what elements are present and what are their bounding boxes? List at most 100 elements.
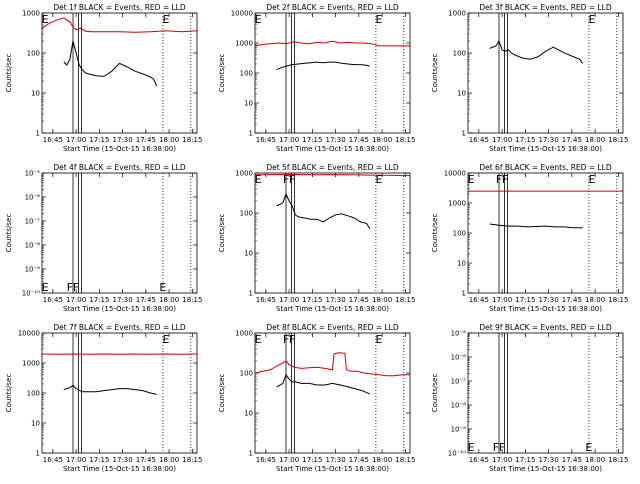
detector-panel: Det 5f BLACK = Events, RED = LLD 16:45 17:… <box>213 160 426 324</box>
x-tick-label: 17:45 <box>136 136 156 144</box>
y-tick-label: 1 <box>36 130 40 138</box>
y-tick-label: 10 <box>244 250 253 258</box>
chart-title: Det 6f BLACK = Events, RED = LLD <box>479 163 612 172</box>
y-tick-label: 10000 <box>231 10 253 18</box>
flag-label: E <box>376 13 383 26</box>
y-tick-label: 10 <box>31 420 40 428</box>
y-tick-label: 10⁻⁵ <box>25 170 41 178</box>
series-line-events <box>64 41 157 86</box>
flag-label: E <box>468 173 475 186</box>
series-line-lld <box>255 353 410 376</box>
y-tick-label: 1000 <box>22 10 40 18</box>
series-line-lld <box>255 174 410 175</box>
x-axis-label: Start Time (15-Oct-15 16:38:00) <box>63 305 176 313</box>
flag-label: E <box>255 333 262 346</box>
x-tick-label: 18:00 <box>372 296 392 304</box>
y-tick-label: 1000 <box>235 330 253 338</box>
y-tick-label: 10 <box>457 90 466 98</box>
x-tick-label: 17:00 <box>279 136 299 144</box>
x-axis-label: Start Time (15-Oct-15 16:38:00) <box>276 145 389 153</box>
y-tick-label: 10⁻⁶ <box>451 354 467 362</box>
y-tick-label: 100 <box>27 50 40 58</box>
y-tick-label: 100 <box>453 50 466 58</box>
series-line-events <box>490 41 583 63</box>
flag-label: E <box>589 13 596 26</box>
x-tick-label: 17:15 <box>89 456 109 464</box>
x-tick-label: 17:45 <box>136 296 156 304</box>
plot-frame <box>255 173 410 293</box>
x-tick-label: 17:15 <box>89 136 109 144</box>
x-tick-label: 17:00 <box>492 296 512 304</box>
x-tick-label: 16:45 <box>43 296 63 304</box>
y-tick-label: 10⁻⁹ <box>25 266 41 274</box>
x-tick-label: 17:15 <box>302 136 322 144</box>
flag-label: F <box>289 333 295 346</box>
x-tick-label: 17:15 <box>515 296 535 304</box>
series-line-events <box>490 224 583 228</box>
y-axis-label: Counts/sec <box>5 54 13 93</box>
x-tick-label: 17:00 <box>279 456 299 464</box>
x-tick-label: 17:45 <box>562 296 582 304</box>
x-tick-label: 18:15 <box>182 296 202 304</box>
x-tick-label: 17:45 <box>562 136 582 144</box>
y-tick-label: 100 <box>27 390 40 398</box>
flag-label: F <box>502 173 508 186</box>
y-axis-label: Counts/sec <box>431 374 439 413</box>
flag-label: E <box>255 13 262 26</box>
x-tick-label: 16:45 <box>43 456 63 464</box>
x-tick-label: 16:45 <box>256 296 276 304</box>
x-axis-label: Start Time (15-Oct-15 16:38:00) <box>63 465 176 473</box>
x-axis-label: Start Time (15-Oct-15 16:38:00) <box>489 305 602 313</box>
y-tick-label: 10⁻⁸ <box>451 402 467 410</box>
flag-label: E <box>159 281 166 294</box>
y-tick-label: 1000 <box>235 170 253 178</box>
x-tick-label: 18:15 <box>395 456 415 464</box>
y-tick-label: 10⁻⁶ <box>25 194 41 202</box>
x-tick-label: 16:45 <box>469 296 489 304</box>
x-tick-label: 16:45 <box>256 136 276 144</box>
x-axis-label: Start Time (15-Oct-15 16:38:00) <box>489 465 602 473</box>
flag-label: E <box>589 173 596 186</box>
y-tick-label: 10000 <box>18 330 40 338</box>
x-tick-label: 17:00 <box>492 136 512 144</box>
y-tick-label: 100 <box>240 210 253 218</box>
plot-frame <box>255 13 410 133</box>
flag-label: E <box>585 441 592 454</box>
chart-title: Det 8f BLACK = Events, RED = LLD <box>266 323 399 332</box>
flag-label: E <box>42 13 49 26</box>
x-tick-label: 17:45 <box>349 296 369 304</box>
x-axis-label: Start Time (15-Oct-15 16:38:00) <box>276 465 389 473</box>
y-axis-label: Counts/sec <box>218 54 226 93</box>
y-tick-label: 1 <box>249 290 253 298</box>
y-tick-label: 1000 <box>235 40 253 48</box>
x-tick-label: 17:30 <box>113 136 133 144</box>
x-tick-label: 17:45 <box>349 136 369 144</box>
flag-label: E <box>163 13 170 26</box>
flag-label: E <box>376 333 383 346</box>
plot-frame <box>468 13 623 133</box>
x-tick-label: 18:15 <box>182 456 202 464</box>
y-tick-label: 10⁻⁷ <box>25 218 41 226</box>
x-tick-label: 17:45 <box>562 456 582 464</box>
y-tick-label: 10⁻⁵ <box>451 330 467 338</box>
y-tick-label: 1 <box>249 130 253 138</box>
y-axis-label: Counts/sec <box>5 214 13 253</box>
chart-title: Det 2f BLACK = Events, RED = LLD <box>266 3 399 12</box>
y-tick-label: 1000 <box>448 10 466 18</box>
x-axis-label: Start Time (15-Oct-15 16:38:00) <box>63 145 176 153</box>
x-tick-label: 17:30 <box>539 296 559 304</box>
chart-title: Det 5f BLACK = Events, RED = LLD <box>266 163 399 172</box>
x-tick-label: 18:00 <box>159 296 179 304</box>
chart-title: Det 3f BLACK = Events, RED = LLD <box>479 3 612 12</box>
